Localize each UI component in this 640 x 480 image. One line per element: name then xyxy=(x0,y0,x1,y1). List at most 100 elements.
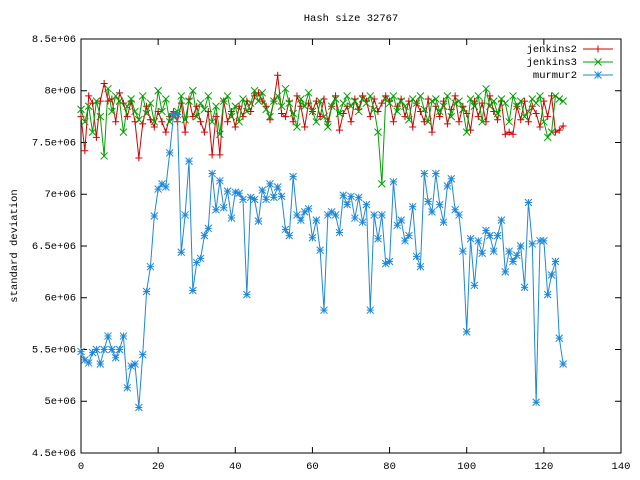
point xyxy=(100,80,108,88)
point xyxy=(505,247,513,256)
point xyxy=(84,102,93,111)
point xyxy=(493,109,502,118)
point xyxy=(281,113,289,121)
legend-label: jenkins3 xyxy=(527,57,577,69)
point xyxy=(312,97,320,105)
point xyxy=(219,97,228,105)
y-tick-label: 7e+06 xyxy=(44,189,76,201)
point xyxy=(451,205,459,214)
point xyxy=(177,99,185,107)
point xyxy=(405,231,413,240)
point xyxy=(316,97,324,105)
point xyxy=(96,112,105,121)
point xyxy=(258,186,267,194)
point xyxy=(439,218,448,227)
point xyxy=(385,257,394,266)
point xyxy=(455,211,463,219)
point xyxy=(347,102,355,111)
point xyxy=(385,99,394,108)
point xyxy=(409,123,417,131)
point xyxy=(543,290,552,299)
point xyxy=(447,174,456,183)
point xyxy=(517,116,525,124)
point xyxy=(378,180,386,188)
point xyxy=(100,345,108,354)
point xyxy=(478,249,486,258)
legend-label: jenkins2 xyxy=(527,44,577,56)
point xyxy=(266,180,274,188)
point xyxy=(273,183,282,191)
point xyxy=(436,113,444,121)
point xyxy=(192,258,201,267)
point xyxy=(285,231,294,240)
point xyxy=(108,107,116,116)
point xyxy=(528,240,537,248)
y-axis-label: standard deviation xyxy=(9,189,21,302)
point xyxy=(389,118,397,126)
point xyxy=(489,247,498,256)
point xyxy=(123,383,132,392)
point xyxy=(327,102,336,111)
point xyxy=(455,118,463,126)
point xyxy=(358,218,367,227)
point xyxy=(289,172,297,181)
point xyxy=(366,306,375,315)
chart-title: Hash size 32767 xyxy=(304,13,399,25)
point xyxy=(524,198,533,207)
point xyxy=(262,105,270,114)
point xyxy=(281,225,290,234)
point xyxy=(509,92,517,100)
point xyxy=(162,128,170,136)
point xyxy=(92,97,101,105)
point xyxy=(339,99,348,108)
point xyxy=(381,259,390,268)
point xyxy=(197,118,205,126)
point xyxy=(189,86,197,95)
point xyxy=(123,102,132,111)
y-tick-label: 5e+06 xyxy=(44,396,76,408)
point xyxy=(158,180,166,188)
point xyxy=(185,157,193,165)
x-tick-label: 40 xyxy=(229,461,242,473)
point xyxy=(532,398,540,407)
point xyxy=(474,92,483,100)
point xyxy=(354,193,363,202)
point xyxy=(474,113,482,121)
point xyxy=(165,148,174,157)
point xyxy=(246,99,255,108)
point xyxy=(119,128,128,137)
point xyxy=(235,117,243,126)
point xyxy=(532,110,540,118)
point xyxy=(382,92,390,100)
point xyxy=(312,117,321,126)
point xyxy=(88,128,97,137)
point xyxy=(192,112,201,121)
point xyxy=(111,353,120,362)
point xyxy=(420,105,429,114)
point xyxy=(219,203,228,212)
point xyxy=(482,118,490,126)
point xyxy=(513,102,521,111)
point xyxy=(208,117,216,126)
point xyxy=(216,176,224,185)
point xyxy=(104,332,112,340)
point xyxy=(536,236,544,245)
point xyxy=(297,95,305,103)
point xyxy=(486,102,494,111)
point xyxy=(173,110,182,119)
x-tick-label: 140 xyxy=(612,461,631,473)
point xyxy=(559,122,567,130)
legend-label: murmur2 xyxy=(533,70,577,82)
point xyxy=(258,88,267,97)
point xyxy=(85,92,93,100)
point xyxy=(81,355,89,364)
point xyxy=(416,92,425,100)
point xyxy=(432,169,440,178)
point xyxy=(250,86,259,95)
point xyxy=(254,217,263,226)
point xyxy=(81,147,89,155)
point xyxy=(262,195,270,204)
point xyxy=(455,97,463,105)
point xyxy=(196,99,205,108)
point xyxy=(594,45,602,53)
